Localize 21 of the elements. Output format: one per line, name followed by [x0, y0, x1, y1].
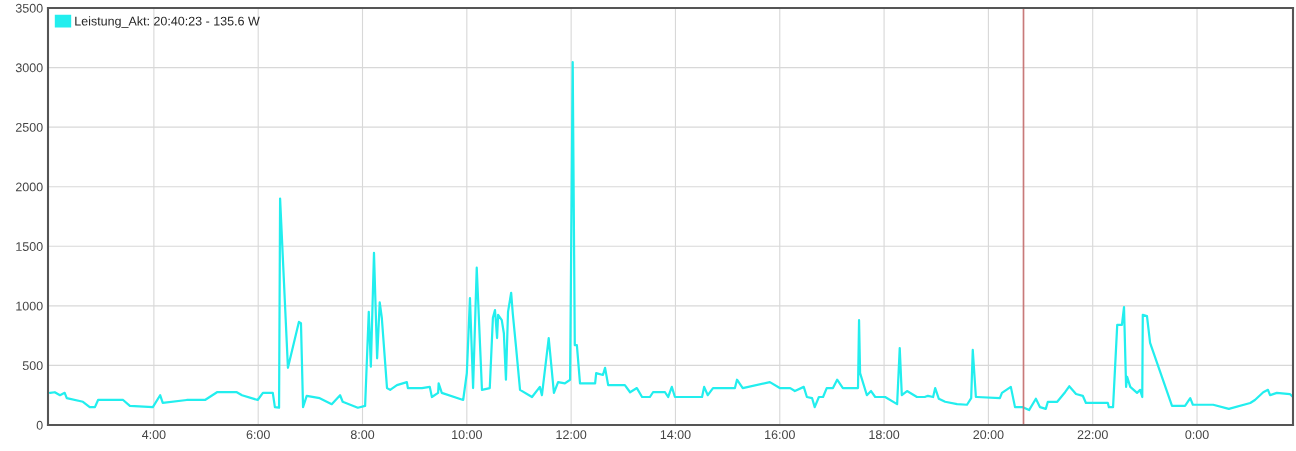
y-tick-label: 0 — [36, 420, 43, 430]
y-tick-label: 1500 — [16, 242, 43, 251]
x-tick-label: 22:00 — [1077, 430, 1108, 440]
x-tick-label: 10:00 — [452, 430, 482, 440]
y-tick-label: 500 — [22, 361, 43, 371]
line-series — [48, 61, 1293, 412]
y-tick-label: 3000 — [15, 63, 43, 73]
x-tick-label: 0:00 — [1185, 430, 1209, 440]
x-tick-label: 6:00 — [246, 430, 270, 440]
x-tick-label: 20:00 — [973, 430, 1004, 440]
y-tick-label: 2500 — [15, 122, 43, 132]
x-tick-label: 8:00 — [350, 430, 375, 440]
y-tick-label: 2000 — [15, 182, 43, 192]
x-tick-label: 4:00 — [142, 430, 166, 440]
x-tick-label: 14:00 — [660, 430, 691, 440]
x-tick-label: 18:00 — [869, 430, 900, 440]
x-tick-label: 12:00 — [556, 430, 587, 440]
x-tick-label: 16:00 — [765, 430, 795, 440]
y-tick-label: 1000 — [16, 301, 43, 311]
legend-label: Leistung_Akt: 20:40:23 - 135.6 W — [75, 16, 260, 28]
y-tick-label: 3500 — [15, 3, 43, 13]
